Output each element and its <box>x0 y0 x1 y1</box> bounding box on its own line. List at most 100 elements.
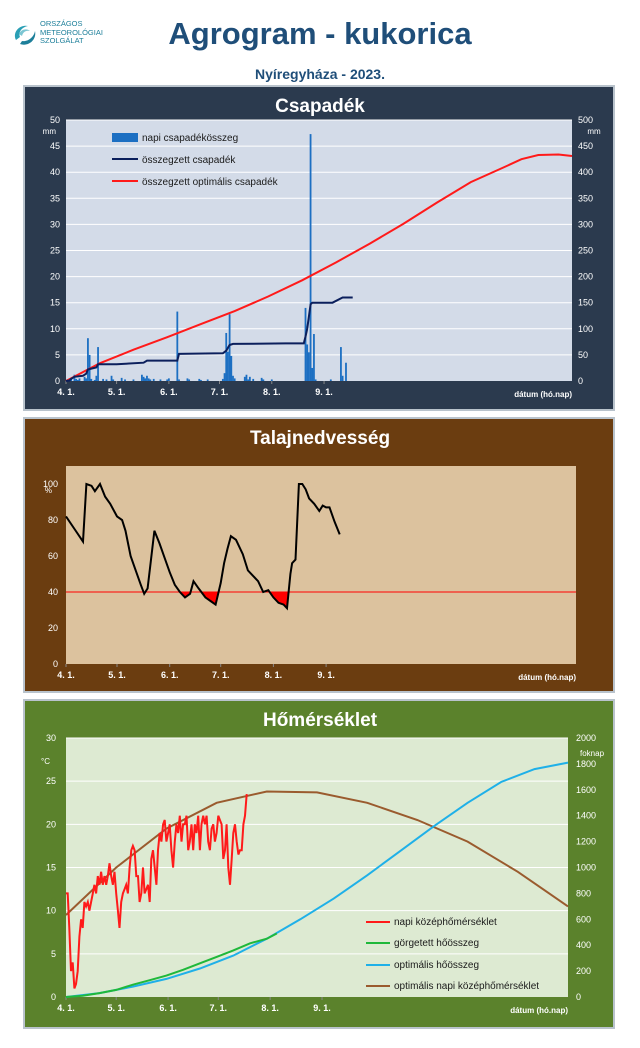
x-tick-label: 9. 1. <box>313 1003 331 1013</box>
y-tick-label: 40 <box>50 167 60 177</box>
precip-bar <box>152 378 155 381</box>
y2-tick-label: 2000 <box>576 733 596 743</box>
deficit-area <box>201 592 219 605</box>
chart-panel-3: Hőmérséklet 4. 1. 5. 1. 6. 1. 7. 1. 8. 1. 9. 1… <box>23 699 615 1029</box>
x-tick-label: 8. 1. <box>265 670 283 680</box>
page-subtitle: Nyíregyháza - 2023. <box>255 66 385 82</box>
precip-bar <box>167 378 170 381</box>
y-tick-label: 50 <box>50 115 60 125</box>
logo-line3: SZOLGÁLAT <box>40 36 84 46</box>
x-tick-label: 5. 1. <box>107 1003 125 1013</box>
precip-bar <box>178 379 180 381</box>
precip-bar <box>223 373 226 381</box>
precip-bar <box>341 375 344 381</box>
y-tick-label: 10 <box>46 906 56 916</box>
precip-bar <box>95 375 98 381</box>
precip-bar <box>141 374 143 381</box>
x-tick-label: 7. 1. <box>211 387 229 397</box>
y2-tick-label: 1800 <box>576 759 596 769</box>
precip-bar <box>110 375 113 381</box>
precip-bar <box>186 378 189 381</box>
x-tick-label: 6. 1. <box>159 1003 177 1013</box>
soil-moisture-line <box>65 481 341 611</box>
cumulative-line <box>65 296 353 382</box>
precip-bar <box>248 376 251 381</box>
y2-tick-label: 300 <box>578 219 593 229</box>
y2-tick-label: 100 <box>578 324 593 334</box>
deficit-area <box>179 592 191 598</box>
precip-bar <box>188 379 191 381</box>
precip-bar <box>307 352 310 381</box>
x-tick-label: 8. 1. <box>263 387 281 397</box>
y2-tick-label: 50 <box>578 350 588 360</box>
logo-swirl-icon <box>14 25 36 45</box>
chart-title: Talajnedvesség <box>250 428 390 449</box>
y2-axis-unit: mm <box>587 127 601 136</box>
legend-label: görgetett hőösszeg <box>394 938 479 949</box>
x-tick-label: 5. 1. <box>108 670 126 680</box>
precip-bar <box>306 344 309 381</box>
y2-tick-label: 250 <box>578 246 593 256</box>
y-tick-label: 10 <box>50 324 60 334</box>
y2-axis-unit: foknap <box>580 749 605 758</box>
x-tick-label: 5. 1. <box>108 387 126 397</box>
y2-tick-label: 600 <box>576 914 591 924</box>
y-tick-label: 15 <box>50 298 60 308</box>
y-tick-label: 60 <box>48 551 58 561</box>
precip-bar <box>309 134 312 381</box>
y2-tick-label: 1000 <box>576 863 596 873</box>
y-tick-label: 45 <box>50 141 60 151</box>
logo-line2: METEOROLÓGIAI <box>40 27 103 37</box>
x-tick-label: 6. 1. <box>160 387 178 397</box>
x-tick-label: 9. 1. <box>315 387 333 397</box>
y2-tick-label: 1600 <box>576 785 596 795</box>
precip-bar <box>105 379 108 381</box>
precip-bar <box>225 332 228 381</box>
precip-bar <box>243 376 246 381</box>
precip-bar <box>76 379 79 381</box>
y-tick-label: 100 <box>43 479 58 489</box>
y-tick-label: 0 <box>53 659 58 669</box>
precip-bar <box>314 379 317 381</box>
precip-bar <box>345 362 347 381</box>
y-tick-label: 30 <box>46 733 56 743</box>
y2-tick-label: 450 <box>578 141 593 151</box>
precip-bar <box>232 375 234 381</box>
precip-bar <box>142 376 145 381</box>
logo-line1: ORSZÁGOS <box>40 19 83 28</box>
legend-label: összegzett optimális csapadék <box>142 177 279 188</box>
y-axis-unit: % <box>45 486 52 495</box>
y2-tick-label: 200 <box>578 272 593 282</box>
y2-tick-label: 350 <box>578 193 593 203</box>
x-tick-label: 9. 1. <box>317 670 335 680</box>
y-tick-label: 40 <box>48 587 58 597</box>
precip-bar <box>230 355 233 381</box>
page-title: Agrogram - kukorica <box>168 16 472 51</box>
precip-bar <box>260 377 263 381</box>
precip-bar <box>112 379 115 381</box>
precip-bar <box>329 379 332 381</box>
plot-area <box>66 466 576 664</box>
y-tick-label: 15 <box>46 863 56 873</box>
precip-bar <box>83 376 86 381</box>
y2-tick-label: 0 <box>578 376 583 386</box>
precip-bar <box>340 347 342 381</box>
y2-tick-label: 0 <box>576 992 581 1002</box>
precip-bar <box>132 379 135 381</box>
series-line-4 <box>65 790 569 916</box>
optimal-cumulative-line <box>65 153 573 382</box>
y-tick-label: 25 <box>46 776 56 786</box>
y-axis-unit: °C <box>41 757 50 766</box>
precip-bar <box>120 377 123 381</box>
precip-bar <box>147 378 150 381</box>
x-axis-label: dátum (hó.nap) <box>518 673 576 682</box>
precip-bar <box>102 378 105 381</box>
precip-bar <box>270 379 273 381</box>
x-tick-label: 7. 1. <box>212 670 230 680</box>
y-tick-label: 25 <box>50 246 60 256</box>
precip-bar <box>245 374 248 381</box>
x-axis-label: dátum (hó.nap) <box>514 390 572 399</box>
precip-bar <box>200 379 202 381</box>
x-tick-label: 8. 1. <box>261 1003 279 1013</box>
chart-panel-2: Talajnedvesség 4. 1. 5. 1. 6. 1. 7. 1. 8. 1. 9… <box>23 417 615 693</box>
